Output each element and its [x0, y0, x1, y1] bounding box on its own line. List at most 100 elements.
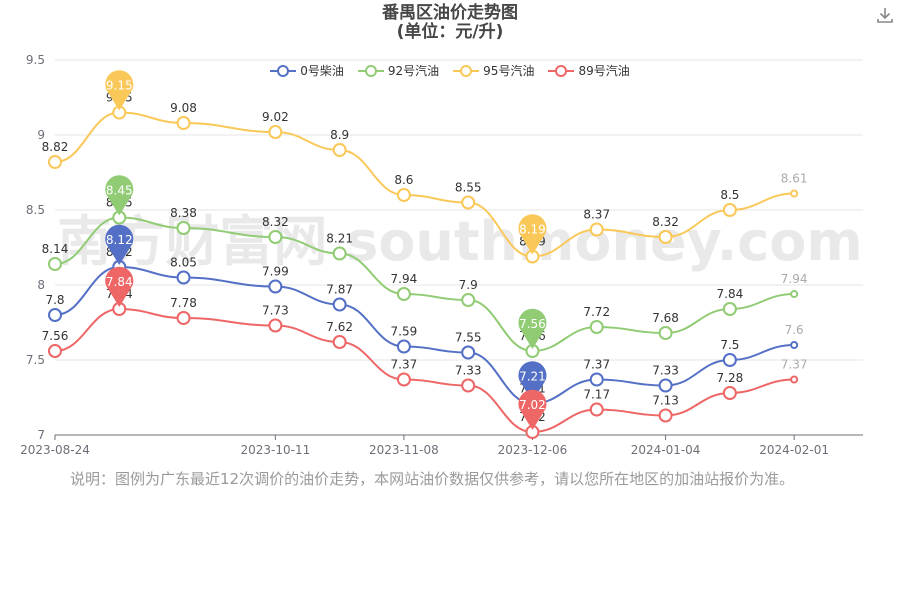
data-label: 7.37 — [781, 358, 808, 372]
data-label: 8.32 — [652, 215, 679, 229]
data-point — [268, 279, 283, 294]
data-label: 7.9 — [459, 278, 478, 292]
legend-label: 89号汽油 — [578, 64, 630, 78]
data-point — [722, 353, 737, 367]
legend-item[interactable]: 89号汽油 — [548, 62, 630, 79]
chart-note: 说明：图例为广东最近12次调价的油价走势，本网站油价数据仅供参考，请以您所在地区… — [70, 470, 795, 488]
data-point — [722, 203, 737, 217]
max-pin-label: 9.15 — [106, 79, 133, 93]
data-label: 9.08 — [170, 101, 197, 115]
series-line-0 — [54, 265, 795, 405]
data-point — [461, 195, 476, 210]
chart-title-main: 番禺区油价走势图 — [382, 3, 518, 23]
data-point — [48, 257, 62, 271]
x-tick-label: 2024-02-01 — [759, 443, 829, 457]
max-pin-label: 8.12 — [106, 233, 133, 247]
min-pin-label: 8.19 — [519, 223, 546, 237]
min-pin-marker — [518, 361, 547, 402]
data-point — [589, 402, 604, 417]
data-point — [722, 302, 737, 316]
data-point — [176, 311, 191, 325]
data-point — [268, 125, 283, 139]
data-point — [268, 318, 283, 333]
min-pin-label: 7.02 — [519, 398, 546, 412]
min-pin-label: 7.56 — [519, 317, 546, 331]
series-line-3 — [54, 307, 795, 434]
download-icon[interactable] — [876, 6, 894, 24]
data-label: 7.33 — [455, 364, 482, 378]
data-point — [332, 297, 347, 312]
data-point — [332, 335, 347, 349]
data-label: 7.59 — [391, 325, 418, 339]
legend-label: 0号柴油 — [300, 64, 344, 78]
y-tick-label: 7 — [37, 428, 45, 442]
data-label: 7.68 — [652, 311, 679, 325]
data-point — [658, 378, 673, 393]
data-label: 7.56 — [42, 329, 69, 343]
y-tick-label: 7.5 — [26, 353, 45, 367]
x-tick-label: 2023-11-08 — [369, 443, 439, 457]
legend-label: 95号汽油 — [483, 64, 535, 78]
data-point — [48, 308, 62, 322]
x-tick-label: 2024-01-04 — [631, 443, 701, 457]
data-label: 7.94 — [391, 272, 418, 286]
min-pin-marker — [518, 389, 547, 430]
data-point — [790, 375, 799, 384]
data-label: 8.6 — [394, 173, 413, 187]
data-label: 8.61 — [781, 172, 808, 186]
data-label: 7.37 — [391, 358, 418, 372]
chart-subtitle: (单位：元/升) — [396, 22, 504, 42]
legend-marker-icon — [453, 64, 480, 77]
legend-item[interactable]: 95号汽油 — [453, 62, 534, 79]
data-point — [658, 230, 673, 244]
data-point — [658, 408, 673, 423]
data-label: 7.84 — [717, 287, 744, 301]
data-label: 7.73 — [262, 304, 289, 318]
data-label: 7.37 — [583, 358, 610, 372]
data-point — [589, 222, 604, 237]
data-label: 8.37 — [583, 208, 610, 222]
data-point — [589, 320, 604, 334]
x-tick-label: 2023-08-24 — [20, 443, 90, 457]
data-label: 7.33 — [652, 364, 679, 378]
data-point — [176, 116, 191, 130]
max-pin-marker — [105, 70, 134, 111]
data-label: 7.55 — [455, 331, 482, 345]
data-point — [396, 339, 411, 354]
y-tick-label: 9 — [37, 128, 45, 142]
data-label: 7.17 — [583, 388, 610, 402]
y-tick-label: 8 — [37, 278, 45, 292]
x-tick-label: 2023-10-11 — [240, 443, 310, 457]
data-label: 7.5 — [720, 338, 739, 352]
min-pin-marker — [518, 308, 547, 349]
max-pin-label: 7.84 — [106, 275, 133, 289]
data-label: 7.94 — [781, 272, 808, 286]
data-label: 8.05 — [170, 256, 197, 270]
data-point — [790, 290, 799, 298]
data-point — [396, 372, 411, 387]
max-pin-label: 8.45 — [106, 184, 133, 198]
data-point — [790, 189, 799, 198]
legend-item[interactable]: 92号汽油 — [357, 62, 439, 79]
data-point — [332, 143, 347, 157]
max-pin-marker — [105, 224, 134, 265]
data-point — [48, 155, 62, 169]
legend-item[interactable]: 0号柴油 — [270, 62, 344, 79]
y-tick-label: 9.5 — [26, 53, 45, 67]
data-point — [332, 246, 347, 261]
data-label: 8.21 — [326, 232, 353, 246]
min-pin-marker — [518, 214, 547, 255]
data-label: 7.87 — [326, 283, 353, 297]
max-pin-marker — [105, 175, 134, 216]
legend-marker-icon — [357, 64, 384, 77]
x-tick-label: 2023-12-06 — [498, 443, 568, 457]
data-point — [658, 326, 673, 340]
data-label: 7.13 — [652, 394, 679, 408]
data-point — [176, 270, 191, 285]
chart-legend: 0号柴油 92号汽油 95号汽油 89号汽油 — [0, 62, 900, 79]
data-point — [461, 293, 476, 307]
data-label: 7.62 — [326, 320, 353, 334]
data-label: 7.99 — [262, 265, 289, 279]
min-pin-label: 7.21 — [519, 370, 546, 384]
